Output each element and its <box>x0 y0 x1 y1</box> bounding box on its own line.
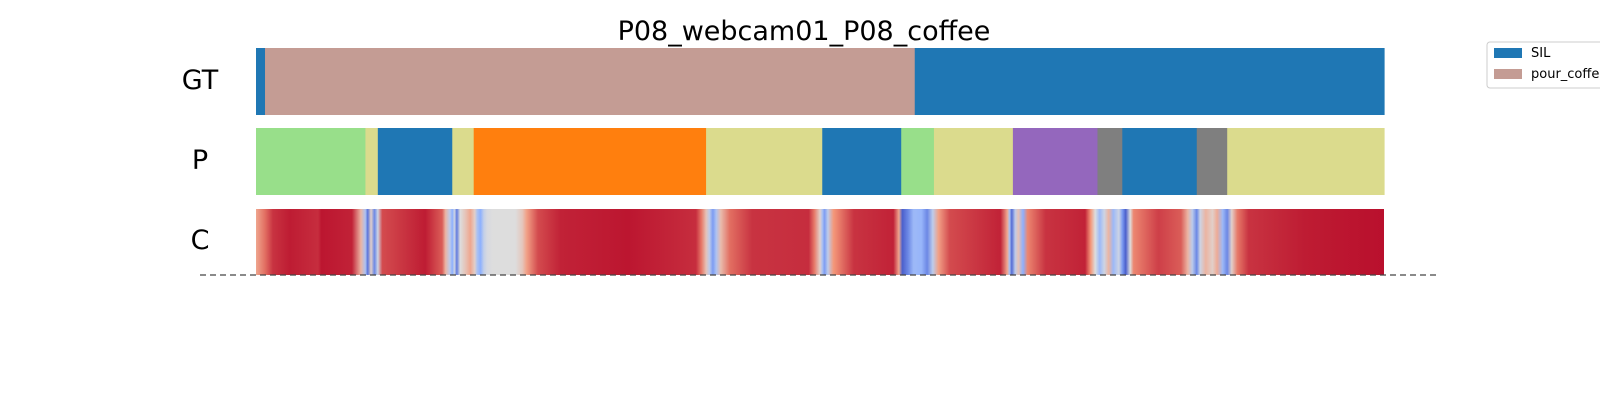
pred-segment-10 <box>1097 128 1123 195</box>
pred-segment-0 <box>256 128 367 195</box>
pred-segment-5 <box>706 128 823 195</box>
pred-segment-12 <box>1196 128 1228 195</box>
pred-segment-6 <box>822 128 902 195</box>
pred-segment-11 <box>1122 128 1198 195</box>
chart-title: P08_webcam01_P08_coffee <box>618 16 991 47</box>
row-label-gt: GT <box>182 65 219 96</box>
pred-segment-1 <box>365 128 379 195</box>
legend-label-pour-coffee: pour_coffee <box>1531 67 1600 82</box>
row-label-c: C <box>191 225 210 256</box>
gt-segment-bar <box>256 48 1385 115</box>
pred-segment-7 <box>901 128 935 195</box>
gt-segment-0 <box>256 48 266 115</box>
prediction-segment-bar <box>256 128 1385 195</box>
legend-label-sil: SIL <box>1531 46 1551 61</box>
pred-segment-13 <box>1227 128 1385 195</box>
pred-segment-2 <box>377 128 453 195</box>
legend-swatch-pour-coffee <box>1494 69 1522 79</box>
pred-segment-8 <box>933 128 1014 195</box>
confidence-bar <box>256 209 1384 275</box>
gt-segment-1 <box>265 48 916 115</box>
pred-segment-4 <box>473 128 707 195</box>
legend-swatch-sil <box>1494 48 1522 58</box>
pred-segment-3 <box>452 128 475 195</box>
row-label-p: P <box>192 145 208 176</box>
legend: SIL pour_coffee <box>1486 41 1600 89</box>
pred-segment-9 <box>1012 128 1099 195</box>
gt-segment-2 <box>914 48 1385 115</box>
